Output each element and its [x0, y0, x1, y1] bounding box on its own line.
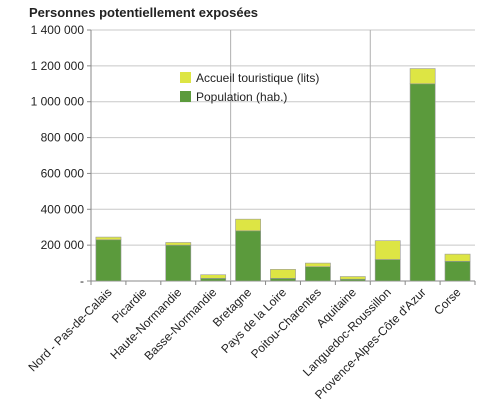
bar-segment-accueil: [374, 240, 401, 260]
bar-segment-accueil: [270, 269, 296, 279]
bar-segment-accueil: [165, 242, 192, 246]
bar-segment-accueil: [409, 68, 436, 85]
legend: Accueil touristique (lits) Population (h…: [180, 71, 319, 104]
bar-segment-accueil: [305, 262, 331, 267]
bar-segment-population: [374, 259, 401, 282]
y-tick-label: 1 400 000: [31, 23, 85, 37]
y-tick-label: 600 000: [41, 166, 85, 180]
bar-segment-population: [235, 230, 261, 282]
legend-swatch-population: [180, 91, 191, 102]
y-tick-label: -: [80, 274, 84, 288]
group-separators: [230, 30, 371, 281]
chart-title: Personnes potentiellement exposées: [29, 5, 258, 20]
legend-label-accueil: Accueil touristique (lits): [196, 71, 319, 85]
y-tick-label: 400 000: [41, 202, 85, 216]
x-tick-label: Corse: [431, 285, 464, 318]
bar-segment-population: [270, 278, 296, 282]
y-tick-label: 800 000: [41, 131, 85, 145]
bar-segment-accueil: [444, 253, 471, 262]
bar-segment-population: [95, 239, 122, 282]
legend-swatch-accueil: [180, 72, 191, 83]
bar-segment-accueil: [95, 236, 122, 241]
y-tick-label: 1 200 000: [31, 59, 85, 73]
bar-segment-accueil: [235, 218, 261, 232]
y-tick-label: 1 000 000: [31, 95, 85, 109]
bars: [95, 68, 471, 282]
x-tick-label: Nord - Pas-de-Calais: [25, 285, 114, 374]
x-axis: Nord - Pas-de-CalaisPicardieHaute-Norman…: [25, 285, 463, 402]
gridlines: [87, 29, 476, 285]
bar-segment-population: [165, 244, 192, 282]
bar-segment-accueil: [200, 274, 227, 279]
bar-segment-population: [200, 278, 227, 282]
bar-segment-population: [305, 266, 331, 282]
bar-segment-population: [409, 83, 436, 282]
y-tick-label: 200 000: [41, 238, 85, 252]
y-axis: - 200 000 400 000 600 000 800 000 1 000 000 1 …: [31, 23, 85, 288]
bar-segment-accueil: [339, 276, 366, 280]
bar-segment-population: [444, 260, 471, 282]
legend-label-population: Population (hab.): [196, 90, 287, 104]
